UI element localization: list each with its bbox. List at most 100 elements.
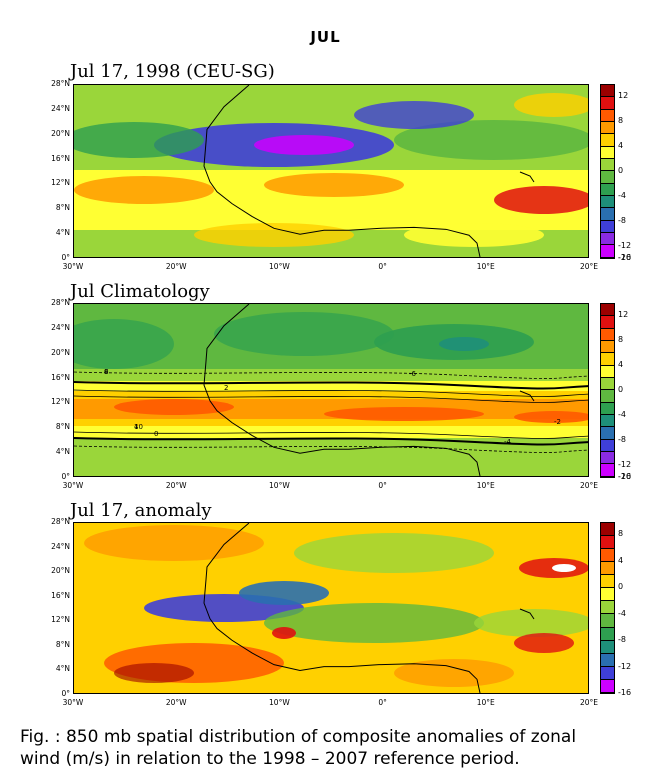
colorbar-swatch: [601, 233, 614, 246]
colorbar-swatch: [601, 627, 614, 641]
longitude-label: 10°W: [269, 698, 290, 707]
latitude-label: 4°N: [55, 228, 70, 238]
wind-band: [74, 426, 588, 438]
wind-anomaly-patch: [74, 319, 174, 369]
daily-wind-map: [73, 84, 589, 258]
wind-anomaly-patch: [114, 399, 234, 415]
latitude-label: 28°N: [51, 79, 70, 88]
wind-anomaly-patch: [74, 122, 204, 158]
contour-line: [74, 381, 588, 390]
colorbar-swatch: [601, 109, 614, 123]
colorbar-swatch: [601, 523, 614, 537]
wind-anomaly-patch: [514, 93, 588, 117]
colorbar-swatch: [601, 183, 614, 197]
wind-anomaly-patch: [404, 223, 544, 247]
latitude-label: 8°N: [55, 203, 70, 213]
wind-anomaly-patch: [264, 603, 484, 643]
panel-title-anomaly: Jul 17, anomaly: [70, 500, 212, 521]
contour-line: [74, 431, 588, 439]
longitude-label: 30°W: [62, 262, 84, 271]
latitude-label: 28°N: [51, 298, 70, 307]
contour-line: [74, 437, 588, 446]
contour-label: 8: [104, 368, 108, 376]
wind-field: [74, 523, 588, 693]
latitude-label: 16°N: [51, 372, 70, 382]
colorbar-swatch: [601, 171, 614, 184]
wind-anomaly-patch: [264, 173, 404, 197]
colorbar-swatch: [601, 304, 614, 317]
anomaly-wind-map: [73, 522, 589, 694]
latitude-label: 24°N: [51, 541, 70, 551]
contour-line: [74, 395, 588, 403]
colorbar-swatch: [601, 245, 614, 258]
colorbar-label: 4: [618, 555, 624, 565]
longitude-label: 30°W: [62, 481, 84, 490]
coastline: [203, 523, 481, 693]
colorbar-swatch: [601, 402, 614, 416]
wind-anomaly-patch: [552, 564, 576, 572]
colorbar-swatch: [601, 562, 614, 576]
wind-anomaly-patch: [494, 186, 588, 214]
colorbar-label: -20: [618, 253, 632, 262]
latitude-label: 20°N: [51, 347, 70, 357]
panel-title-climatology: Jul Climatology: [70, 281, 210, 302]
colorbar-anomaly: [600, 522, 615, 694]
caption-line-2: wind (m/s) in relation to the 1998 – 200…: [20, 749, 520, 769]
latitude-label: 8°N: [55, 422, 70, 432]
coastline: [203, 85, 481, 257]
colorbar-labels-daily: 12 8 4 0 -4 -8 -12 -16 -20: [618, 84, 648, 263]
latitude-axis-climatology: 28°N 24°N 20°N 16°N 12°N 8°N 4°N 0°: [30, 298, 72, 481]
colorbar-label: 4: [618, 359, 624, 369]
longitude-axis-anomaly: 30°W 20°W 10°W 0° 10°E 20°E: [63, 698, 598, 710]
lake-chad-outline: [519, 390, 535, 402]
colorbar-swatch: [601, 85, 614, 98]
wind-anomaly-patch: [394, 120, 588, 160]
colorbar-swatch: [601, 601, 614, 615]
colorbar-swatch: [601, 614, 614, 628]
colorbar-swatch: [601, 328, 614, 342]
colorbar-swatch: [601, 640, 614, 654]
latitude-label: 4°N: [55, 447, 70, 457]
colorbar-label: -16: [618, 253, 632, 262]
colorbar-label: -12: [618, 661, 632, 671]
latitude-label: 8°N: [55, 639, 70, 649]
month-title: JUL: [310, 28, 341, 46]
contour-line: [74, 371, 588, 379]
latitude-label: 20°N: [51, 128, 70, 138]
latitude-label: 28°N: [51, 517, 70, 526]
colorbar-swatch: [601, 196, 614, 209]
colorbar-label: -16: [618, 472, 632, 481]
lake-chad-outline: [519, 608, 535, 620]
latitude-axis-anomaly: 28°N 24°N 20°N 16°N 12°N 8°N 4°N 0°: [30, 517, 72, 698]
latitude-label: 24°N: [51, 322, 70, 332]
colorbar-label: 8: [618, 334, 624, 344]
wind-anomaly-patch: [474, 609, 588, 637]
wind-field: [74, 304, 588, 476]
colorbar-swatch: [601, 159, 614, 172]
contour-label: 4: [134, 423, 139, 431]
latitude-label: 0°: [61, 253, 70, 262]
colorbar-climatology: [600, 303, 615, 478]
contour-label: -4: [504, 438, 512, 446]
latitude-label: 12°N: [51, 397, 70, 407]
colorbar-swatch: [601, 316, 614, 329]
colorbar-label: 8: [618, 115, 624, 125]
contour-label: 10: [134, 423, 143, 431]
wind-anomaly-patch: [272, 627, 296, 639]
contour-label: -2: [554, 418, 561, 426]
colorbar-swatch: [601, 353, 614, 366]
colorbar-swatch: [601, 427, 614, 440]
colorbar-swatch: [601, 653, 614, 667]
longitude-label: 10°E: [476, 698, 495, 707]
wind-band: [74, 369, 588, 381]
anomaly-map-svg: [74, 523, 588, 693]
latitude-label: 12°N: [51, 178, 70, 188]
wind-field: [74, 85, 588, 257]
colorbar-label: -4: [618, 190, 626, 200]
wind-anomaly-patch: [194, 223, 354, 247]
climatology-wind-map: 6 4 0 2 -6 -4 -2 8 10: [73, 303, 589, 477]
caption-line-1: Fig. : 850 mb spatial distribution of co…: [20, 727, 577, 747]
longitude-label: 20°W: [165, 481, 187, 490]
longitude-label: 10°W: [269, 481, 290, 490]
colorbar-label: -4: [618, 608, 626, 618]
